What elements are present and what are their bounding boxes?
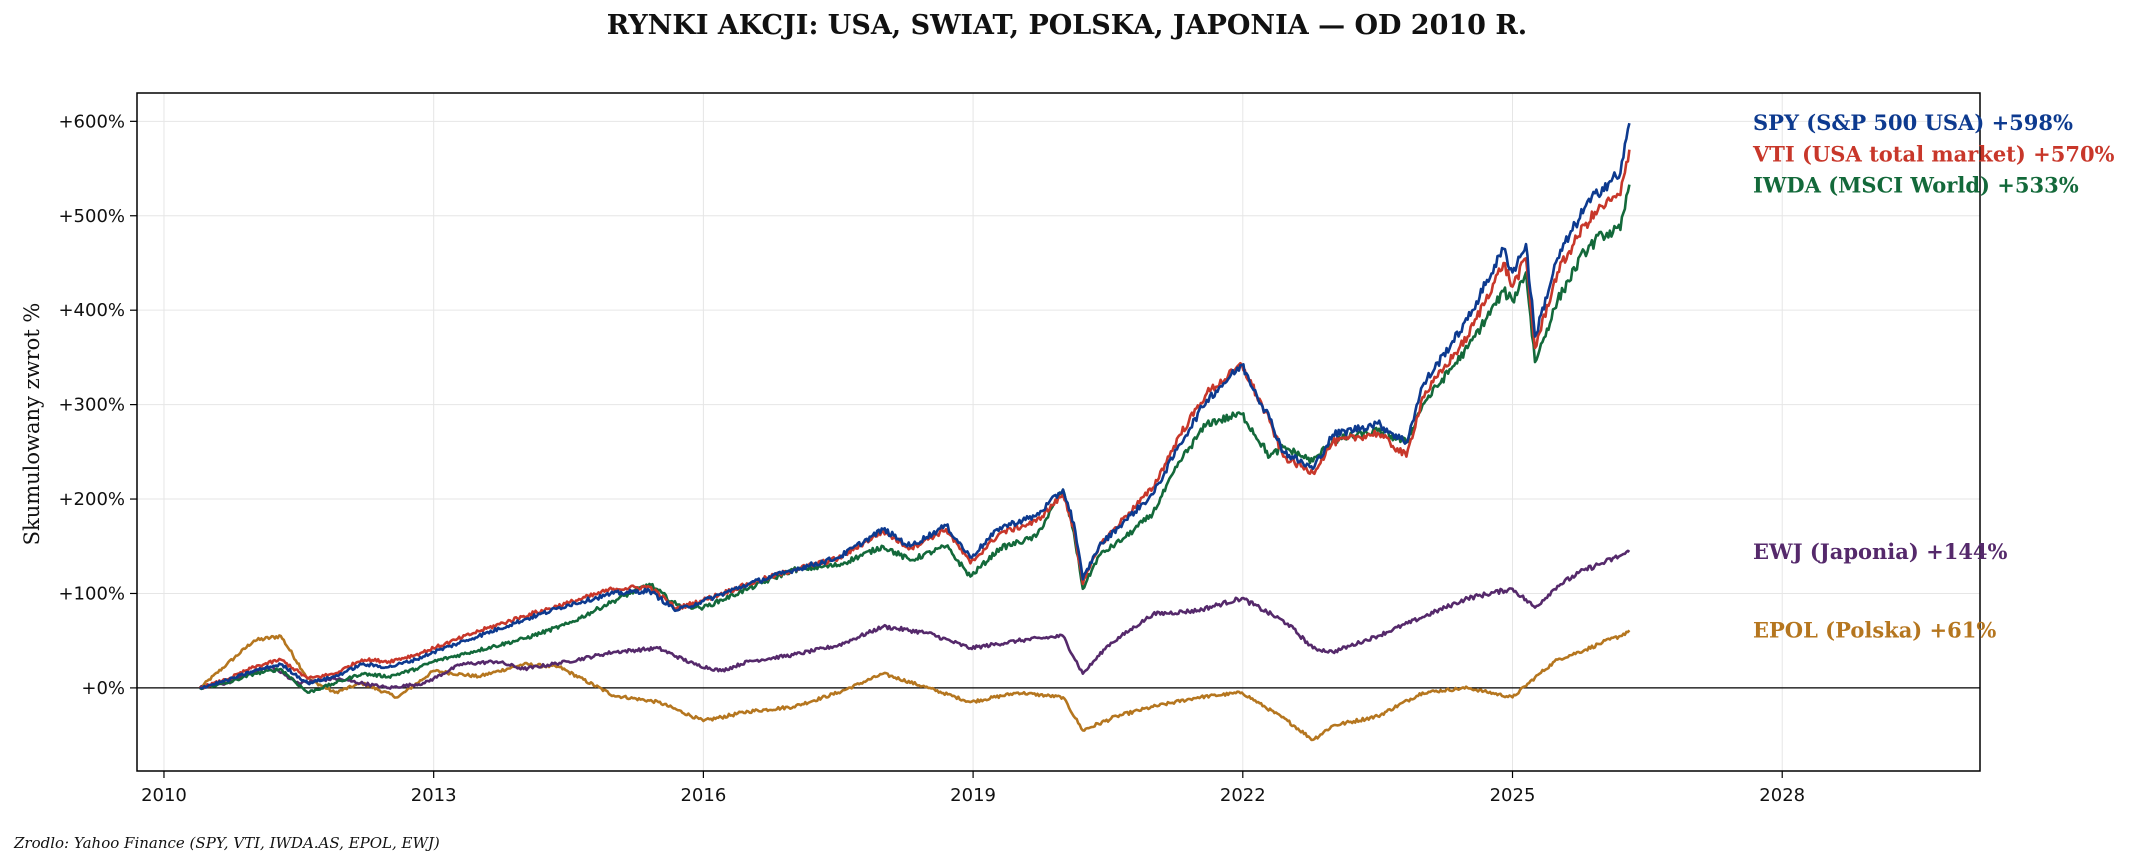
- x-tick-label: 2025: [1490, 785, 1536, 806]
- series-labels: SPY (S&P 500 USA) +598% VTI (USA total ma…: [1752, 110, 2115, 642]
- y-tick-label: +500%: [58, 206, 125, 227]
- series-label-spy: SPY (S&P 500 USA) +598%: [1753, 110, 2073, 135]
- y-axis-label: Skumulowany zwrot %: [20, 303, 44, 546]
- series-line-iwda: [199, 184, 1631, 694]
- x-tick-label: 2019: [950, 785, 996, 806]
- series-label-iwda: IWDA (MSCI World) +533%: [1753, 173, 2079, 198]
- series-line-epol: [198, 629, 1631, 742]
- source-note: Zrodlo: Yahoo Finance (SPY, VTI, IWDA.AS…: [13, 834, 440, 852]
- x-tick-label: 2028: [1759, 785, 1805, 806]
- x-axis: 2010 2013 2016 2019 2022 2025 2028: [141, 771, 1805, 806]
- y-tick-label: +0%: [81, 678, 125, 699]
- x-tick-label: 2016: [680, 785, 726, 806]
- grid-lines: [137, 93, 1980, 771]
- series-line-spy: [199, 122, 1631, 690]
- series-label-epol: EPOL (Polska) +61%: [1753, 617, 1996, 642]
- x-tick-label: 2013: [411, 785, 457, 806]
- y-tick-label: +200%: [58, 489, 125, 510]
- chart-title: RYNKI AKCJI: USA, SWIAT, POLSKA, JAPONIA…: [607, 10, 1527, 41]
- series-label-vti: VTI (USA total market) +570%: [1752, 141, 2115, 166]
- x-tick-label: 2010: [141, 785, 187, 806]
- plot-frame: [136, 92, 1981, 772]
- y-tick-label: +300%: [58, 395, 125, 416]
- y-tick-label: +400%: [58, 300, 125, 321]
- y-tick-label: +100%: [58, 583, 125, 604]
- y-axis: +0% +100% +200% +300% +400% +500% +600%: [58, 111, 137, 699]
- series-lines: [198, 122, 1631, 742]
- x-tick-label: 2022: [1220, 785, 1266, 806]
- y-tick-label: +600%: [58, 111, 125, 132]
- series-line-ewj: [198, 549, 1631, 690]
- series-label-ewj: EWJ (Japonia) +144%: [1753, 539, 2008, 564]
